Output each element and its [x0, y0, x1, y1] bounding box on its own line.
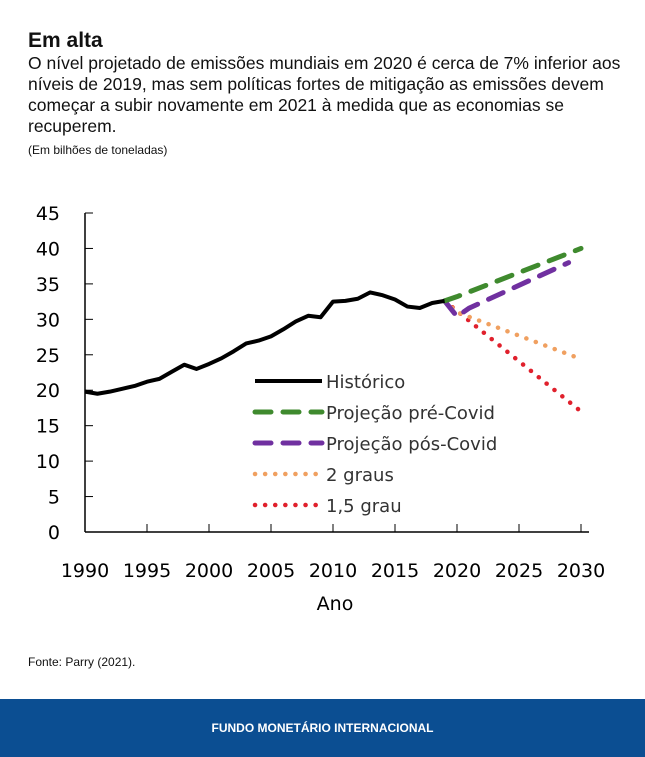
legend-label: 1,5 grau: [326, 496, 402, 517]
legend-label: 2 graus: [326, 465, 394, 486]
legend-label: Histórico: [326, 372, 405, 393]
x-tick-label: 1995: [123, 560, 171, 582]
x-tick-label: 2015: [371, 560, 419, 582]
series-line: [84, 290, 445, 396]
x-axis-label: Ano: [317, 593, 354, 615]
x-tick-label: 2010: [309, 560, 357, 582]
unit-note: (Em bilhões de toneladas): [28, 143, 168, 157]
y-tick-label: 0: [48, 522, 60, 544]
x-tick-label: 2020: [433, 560, 481, 582]
y-tick-label: 10: [36, 451, 60, 473]
y-tick-label: 15: [36, 416, 60, 438]
footer-bar: FUNDO MONETÁRIO INTERNACIONAL: [0, 699, 645, 757]
series-line: [442, 245, 584, 304]
chart-subtitle: O nível projetado de emissões mundiais e…: [28, 53, 621, 136]
chart-title: Em alta: [28, 29, 103, 52]
source-note: Fonte: Parry (2021).: [28, 655, 136, 669]
y-tick-label: 35: [36, 274, 60, 296]
y-tick-label: 30: [36, 309, 60, 331]
x-tick-label: 2025: [495, 560, 543, 582]
legend-label: Projeção pré-Covid: [326, 403, 495, 424]
legend-label: Projeção pós-Covid: [326, 434, 497, 455]
series-line: [442, 260, 572, 319]
x-tick-label: 2005: [247, 560, 295, 582]
y-tick-label: 25: [36, 345, 60, 367]
y-tick-label: 20: [36, 380, 60, 402]
y-tick-label: 5: [48, 487, 60, 509]
x-tick-label: 2030: [557, 560, 605, 582]
x-tick-label: 2000: [185, 560, 233, 582]
y-tick-label: 40: [36, 238, 60, 260]
y-tick-label: 45: [36, 203, 60, 225]
x-tick-label: 1990: [61, 560, 109, 582]
series-line: [442, 298, 584, 414]
